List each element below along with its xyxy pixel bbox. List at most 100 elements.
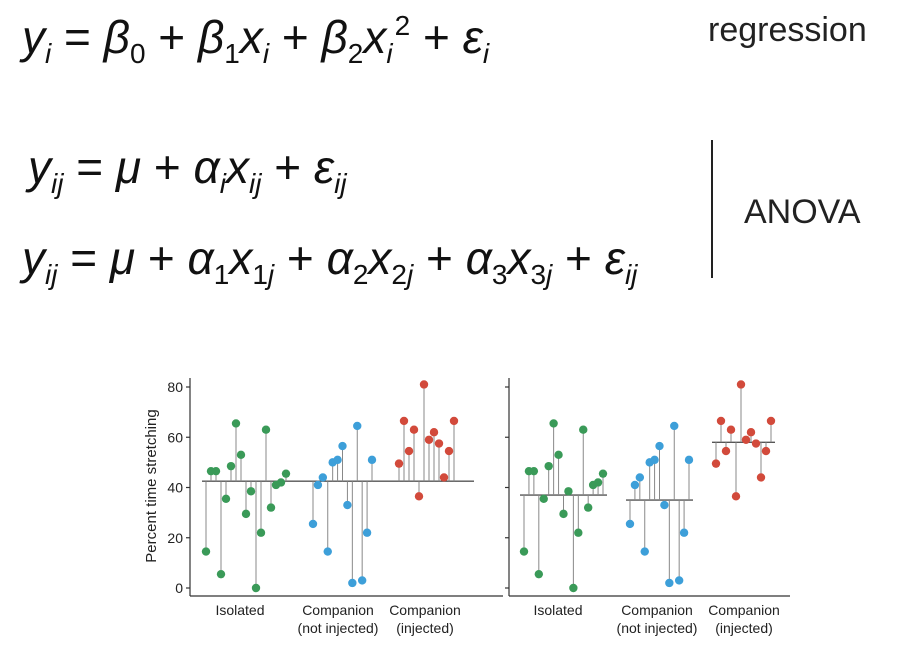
data-point [226,461,236,471]
x-category-sublabel: (injected) [396,620,454,636]
data-point [251,583,261,593]
data-point [650,455,659,465]
data-point [684,455,694,465]
data-point [756,473,766,482]
data-point [246,487,256,496]
x-category-sublabel: (injected) [715,620,773,636]
anova-equation-2: yij = μ + α1x1j + α2x2j + α3x3j + εij [19,232,638,290]
data-point [721,446,731,456]
data-point [751,439,761,448]
y-tick-label: 60 [167,429,183,445]
data-point [736,380,746,389]
data-point [670,421,679,431]
data-point [261,425,271,434]
data-point [761,446,771,456]
data-point [313,480,323,490]
data-point [318,473,328,482]
data-point [429,428,439,437]
data-point [726,425,736,434]
data-point [367,455,377,465]
data-point [333,455,342,465]
equations-figure: yi = β0 + β1xi + β2xi2 + εi yij = μ + αi… [19,10,713,290]
x-category-label: Companion [302,602,374,618]
data-point [519,547,529,556]
x-category-label: Isolated [533,602,582,618]
data-point [711,459,721,468]
data-point [221,494,231,504]
x-category-sublabel: (not injected) [617,620,698,636]
data-point [281,469,291,478]
data-point [404,446,414,456]
x-category-sublabel: (not injected) [298,620,379,636]
regression-equation: yi = β0 + β1xi + β2xi2 + εi [19,10,490,69]
data-point [323,547,332,556]
data-point [424,435,434,444]
y-tick-label: 20 [167,530,183,546]
anova-equation-1: yij = μ + αixij + εij [25,141,347,199]
data-point [241,509,251,519]
data-point [579,425,588,434]
data-point [559,509,568,519]
x-category-label: Isolated [215,602,264,618]
data-point [211,466,221,476]
anova-label: ANOVA [744,193,861,231]
data-point [338,441,347,451]
data-point [439,473,449,482]
data-point [746,428,756,437]
data-point [236,450,246,460]
data-point [399,416,409,426]
data-point [216,569,226,579]
x-category-label: Companion [708,602,780,618]
data-point [630,480,640,490]
data-point [679,528,689,537]
data-point [539,494,548,504]
data-point [449,416,459,426]
data-point [534,569,544,579]
data-point [583,503,593,512]
data-point [766,416,776,426]
regression-label: regression [708,11,867,49]
data-point [574,528,583,537]
data-point [544,461,553,471]
chart-grand-mean: 0 20 40 60 80 Percent time stretching Isolated… [143,378,503,636]
data-point [231,419,241,428]
data-point [353,421,362,431]
data-point [660,500,669,510]
y-tick-label: 40 [167,480,183,496]
data-point [362,528,372,537]
y-tick-label: 0 [175,580,183,596]
data-point [674,576,684,585]
data-point [444,446,454,456]
data-point [549,419,558,428]
x-category-label: Companion [389,602,461,618]
data-point [414,492,424,501]
data-point [529,466,539,476]
y-axis-label: Percent time stretching [143,409,160,562]
data-point [564,487,573,496]
data-point [598,469,608,478]
y-tick-label: 80 [167,379,183,395]
data-point [343,500,352,510]
chart-group-means: Isolated Companion (not injected) Companion… [505,378,790,636]
svg-text:yi = β0 + β1xi + β2xi2 + εi: yi = β0 + β1xi + β2xi2 + εi [19,10,490,69]
data-point [276,478,286,487]
svg-text:yij = μ + α1x1j + α2x2j + α3x3: yij = μ + α1x1j + α2x2j + α3x3j + εij [19,232,638,290]
svg-text:yij = μ + αixij + εij: yij = μ + αixij + εij [25,141,347,199]
data-point [731,492,741,501]
data-point [348,578,357,588]
data-point [569,583,578,593]
data-point [409,425,419,434]
data-point [308,519,318,529]
data-point [266,503,276,512]
x-category-label: Companion [621,602,693,618]
data-point [554,450,563,460]
data-point [201,547,211,556]
data-point [635,473,645,482]
data-point [394,459,404,468]
data-point [640,547,649,556]
data-point [665,578,674,588]
data-point [716,416,726,426]
data-point [593,478,603,487]
data-point [625,519,635,529]
